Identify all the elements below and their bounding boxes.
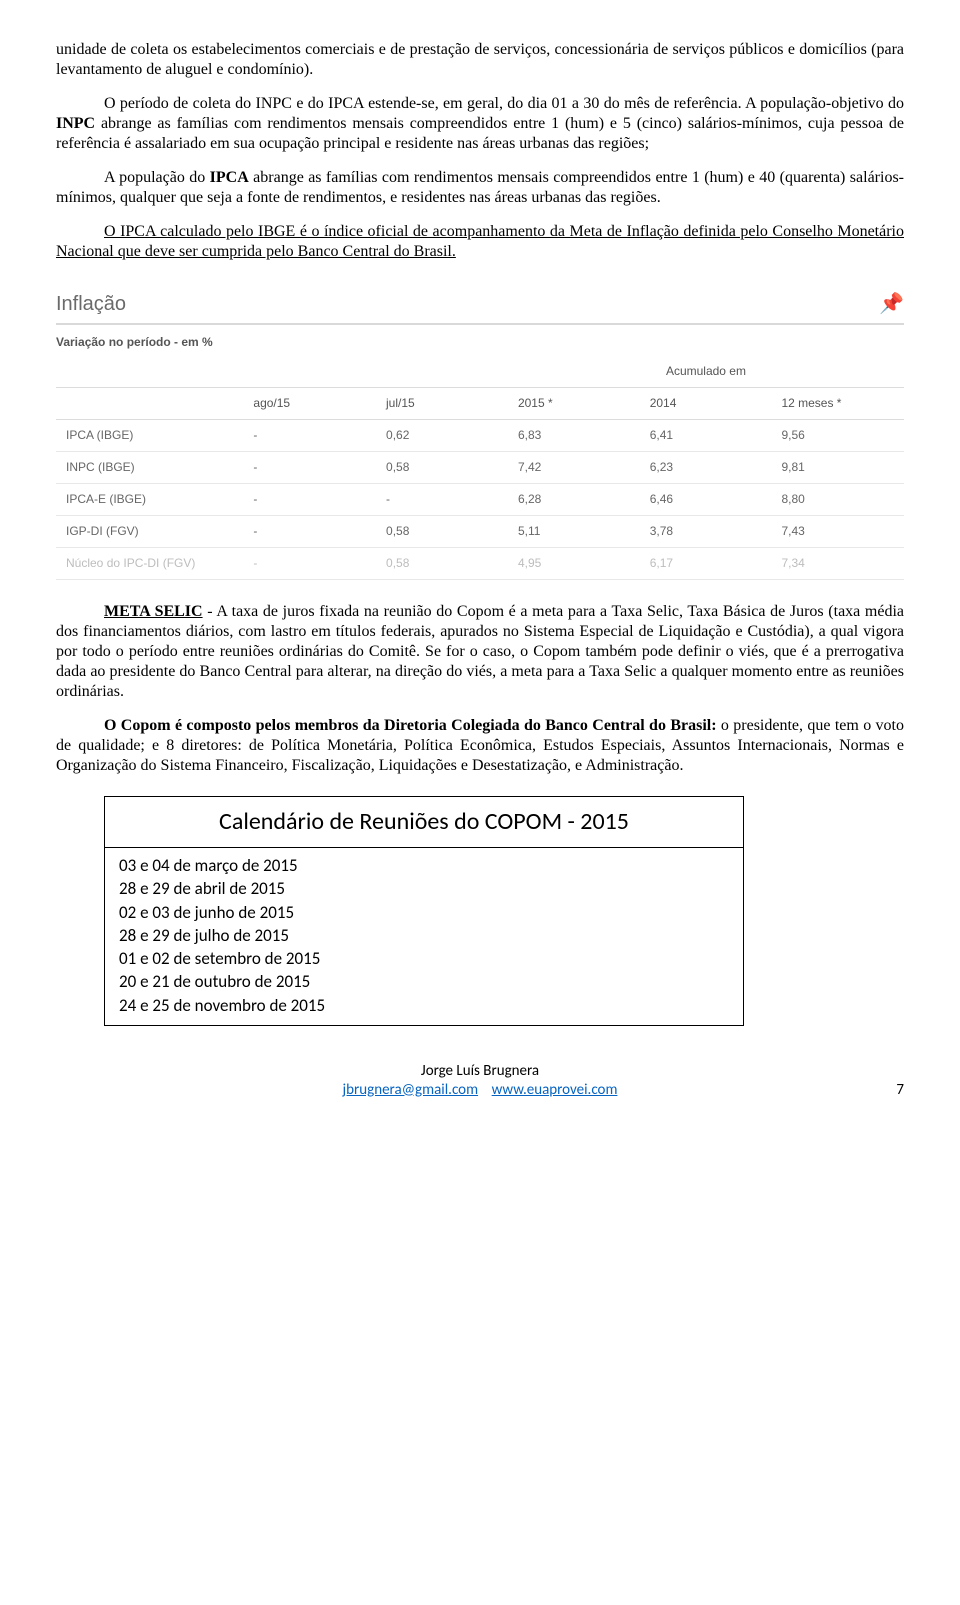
paragraph-3-a: A população do <box>104 169 210 186</box>
paragraph-4: O IPCA calculado pelo IBGE é o índice of… <box>56 222 904 262</box>
paragraph-1: unidade de coleta os estabelecimentos co… <box>56 40 904 80</box>
copom-item: 20 e 21 de outubro de 2015 <box>119 970 729 993</box>
paragraph-2-a: O período de coleta do INPC e do IPCA es… <box>104 95 904 112</box>
paragraph-5: META SELIC - A taxa de juros fixada na r… <box>56 602 904 702</box>
paragraph-4-text: O IPCA calculado pelo IBGE é o índice of… <box>56 223 904 260</box>
inflation-table: Acumulado em ago/15 jul/15 2015 * 2014 1… <box>56 356 904 580</box>
cell-value: - <box>376 484 508 516</box>
footer-links: jbrugnera@gmail.com www.euaprovei.com <box>56 1081 904 1100</box>
cell-value: 9,81 <box>771 452 904 484</box>
cell-value: 0,62 <box>376 420 508 452</box>
cell-value: 4,95 <box>508 548 640 580</box>
meta-selic-label: META SELIC <box>104 603 203 620</box>
paragraph-3-ipca: IPCA <box>210 169 249 186</box>
copom-item: 28 e 29 de abril de 2015 <box>119 877 729 900</box>
footer-site-link[interactable]: www.euaprovei.com <box>492 1081 618 1099</box>
cell-value: 7,43 <box>771 516 904 548</box>
inflation-section: Inflação 📌 Variação no período - em % Ac… <box>56 292 904 580</box>
cell-value: 5,11 <box>508 516 640 548</box>
cell-value: 6,28 <box>508 484 640 516</box>
cell-value: - <box>243 420 376 452</box>
cell-name: INPC (IBGE) <box>56 452 243 484</box>
cell-value: 9,56 <box>771 420 904 452</box>
cell-name: Núcleo do IPC-DI (FGV) <box>56 548 243 580</box>
cell-value: - <box>243 484 376 516</box>
copom-item: 28 e 29 de julho de 2015 <box>119 924 729 947</box>
inflation-tbody: IPCA (IBGE)-0,626,836,419,56INPC (IBGE)-… <box>56 420 904 580</box>
th-group: Acumulado em <box>508 356 904 388</box>
footer: Jorge Luís Brugnera jbrugnera@gmail.com … <box>56 1062 904 1100</box>
cell-value: 3,78 <box>640 516 772 548</box>
cell-value: 8,80 <box>771 484 904 516</box>
table-row: Núcleo do IPC-DI (FGV)-0,584,956,177,34 <box>56 548 904 580</box>
cell-value: - <box>243 548 376 580</box>
cell-value: 6,23 <box>640 452 772 484</box>
inflation-subtitle: Variação no período - em % <box>56 335 904 350</box>
cell-value: 7,42 <box>508 452 640 484</box>
th-blank-2 <box>243 356 376 388</box>
paragraph-2-inpc: INPC <box>56 115 95 132</box>
copom-item: 02 e 03 de junho de 2015 <box>119 901 729 924</box>
table-row: IPCA (IBGE)-0,626,836,419,56 <box>56 420 904 452</box>
paragraph-6: O Copom é composto pelos membros da Dire… <box>56 716 904 776</box>
copom-item: 24 e 25 de novembro de 2015 <box>119 994 729 1017</box>
th-c4: 2014 <box>640 388 772 420</box>
cell-value: 0,58 <box>376 548 508 580</box>
cell-value: 0,58 <box>376 516 508 548</box>
cell-value: 6,41 <box>640 420 772 452</box>
th-name <box>56 388 243 420</box>
cell-value: 6,83 <box>508 420 640 452</box>
th-c2: jul/15 <box>376 388 508 420</box>
cell-value: 6,46 <box>640 484 772 516</box>
cell-value: - <box>243 452 376 484</box>
table-row: INPC (IBGE)-0,587,426,239,81 <box>56 452 904 484</box>
inflation-title: Inflação <box>56 292 126 317</box>
paragraph-6-a: O Copom é composto pelos membros da Dire… <box>104 717 717 734</box>
copom-item: 03 e 04 de março de 2015 <box>119 854 729 877</box>
th-blank-1 <box>56 356 243 388</box>
cell-value: 6,17 <box>640 548 772 580</box>
copom-item: 01 e 02 de setembro de 2015 <box>119 947 729 970</box>
th-c3: 2015 * <box>508 388 640 420</box>
footer-page-number: 7 <box>896 1081 904 1100</box>
th-blank-3 <box>376 356 508 388</box>
cell-name: IPCA-E (IBGE) <box>56 484 243 516</box>
cell-name: IPCA (IBGE) <box>56 420 243 452</box>
copom-title: Calendário de Reuniões do COPOM - 2015 <box>104 796 744 847</box>
cell-name: IGP-DI (FGV) <box>56 516 243 548</box>
cell-value: - <box>243 516 376 548</box>
copom-frame: Calendário de Reuniões do COPOM - 2015 0… <box>104 796 744 1026</box>
table-row: IPCA-E (IBGE)--6,286,468,80 <box>56 484 904 516</box>
paragraph-2: O período de coleta do INPC e do IPCA es… <box>56 94 904 154</box>
pin-icon: 📌 <box>879 292 904 317</box>
paragraph-2-c: abrange as famílias com rendimentos mens… <box>56 115 904 152</box>
footer-author: Jorge Luís Brugnera <box>56 1062 904 1081</box>
th-c5: 12 meses * <box>771 388 904 420</box>
inflation-title-row: Inflação 📌 <box>56 292 904 325</box>
copom-body: 03 e 04 de março de 201528 e 29 de abril… <box>104 847 744 1026</box>
cell-value: 7,34 <box>771 548 904 580</box>
cell-value: 0,58 <box>376 452 508 484</box>
footer-email-link[interactable]: jbrugnera@gmail.com <box>343 1081 479 1099</box>
table-row: IGP-DI (FGV)-0,585,113,787,43 <box>56 516 904 548</box>
th-c1: ago/15 <box>243 388 376 420</box>
paragraph-3: A população do IPCA abrange as famílias … <box>56 168 904 208</box>
